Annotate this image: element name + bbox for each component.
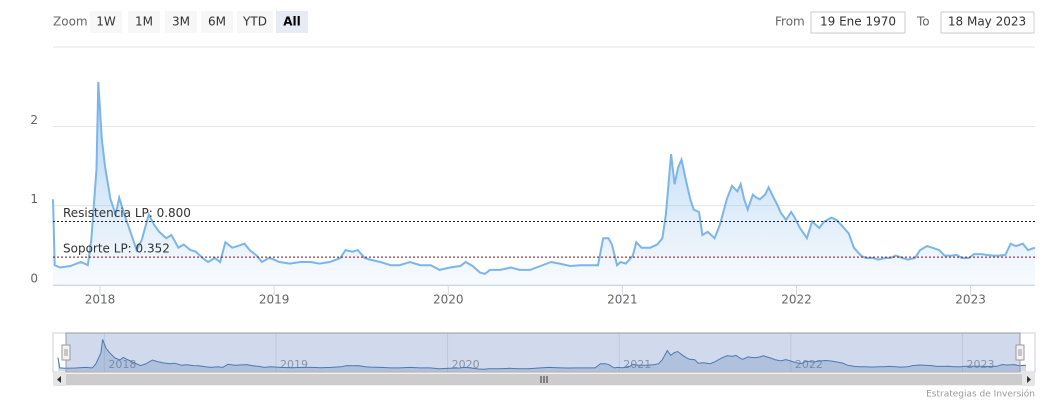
- navigator-mask[interactable]: [65, 332, 1021, 373]
- to-input[interactable]: [940, 11, 1035, 34]
- y-tick-label: 2: [30, 113, 38, 127]
- zoom-button[interactable]: [201, 11, 233, 33]
- navigator-handle[interactable]: [61, 344, 71, 361]
- x-tick-label: 2018: [85, 293, 116, 307]
- scroll-left-arrow: [57, 376, 61, 383]
- scroll-grip: [540, 376, 548, 383]
- zoom-label: Zoom: [53, 15, 88, 29]
- credits: Estrategias de Inversión: [926, 389, 1035, 400]
- navigator-handle[interactable]: [1015, 344, 1025, 361]
- zoom-button[interactable]: [128, 11, 160, 33]
- x-tick-label: 2022: [781, 293, 812, 307]
- x-tick-label: 2021: [607, 293, 638, 307]
- x-tick-label: 2020: [433, 293, 464, 307]
- navigator-handle-grip: [1018, 349, 1022, 356]
- zoom-button-label[interactable]: 1W: [96, 15, 116, 29]
- navigator-tick-label: 2023: [966, 358, 994, 371]
- zoom-button-label[interactable]: 6M: [208, 15, 226, 29]
- navigator-line: [57, 339, 1027, 370]
- plot-line-label: Resistencia LP: 0.800: [63, 206, 191, 220]
- to-date[interactable]: 18 May 2023: [948, 15, 1026, 29]
- plot-line-label: Soporte LP: 0.352: [63, 242, 170, 256]
- area-fill: [53, 81, 1035, 286]
- zoom-button[interactable]: [237, 11, 273, 33]
- y-tick-label: 0: [30, 272, 38, 286]
- from-input[interactable]: [810, 11, 906, 34]
- navigator-area: [58, 339, 1026, 371]
- scroll-right-arrow: [1027, 376, 1031, 383]
- zoom-button-label[interactable]: YTD: [242, 15, 267, 29]
- x-tick-label: 2019: [259, 293, 290, 307]
- zoom-button[interactable]: [276, 11, 308, 33]
- navigator-tick-label: 2021: [623, 358, 651, 371]
- zoom-button[interactable]: [165, 11, 197, 33]
- navigator-tick-label: 2018: [108, 358, 136, 371]
- series-line: [52, 81, 1036, 276]
- zoom-button[interactable]: [90, 11, 122, 33]
- y-tick-label: 1: [30, 192, 38, 206]
- zoom-button-label[interactable]: All: [283, 15, 301, 29]
- from-date[interactable]: 19 Ene 1970: [820, 15, 896, 29]
- zoom-button-label[interactable]: 1M: [135, 15, 153, 29]
- to-label: To: [916, 15, 930, 29]
- zoom-button-label[interactable]: 3M: [172, 15, 190, 29]
- x-tick-label: 2023: [955, 293, 986, 307]
- navigator-handle-grip: [64, 349, 68, 356]
- from-label: From: [775, 15, 805, 29]
